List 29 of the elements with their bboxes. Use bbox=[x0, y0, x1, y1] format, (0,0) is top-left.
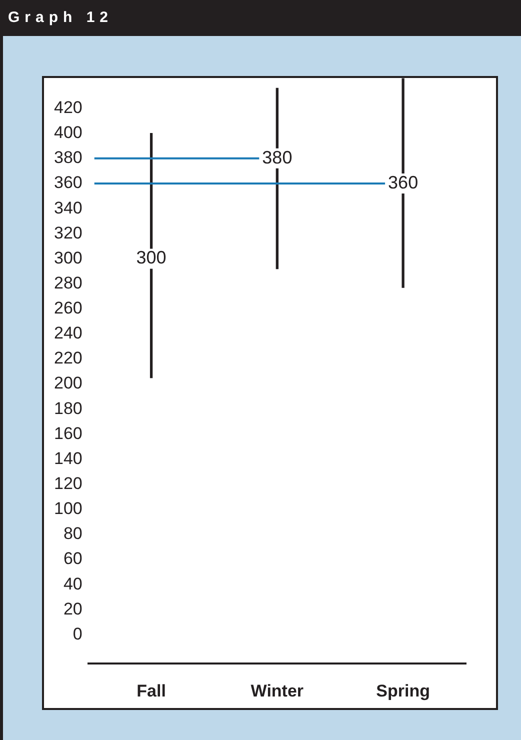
y-tick-label: 20 bbox=[63, 599, 82, 618]
y-tick-label: 260 bbox=[54, 298, 82, 318]
y-tick-label: 280 bbox=[54, 273, 82, 292]
y-tick-label: 380 bbox=[54, 148, 82, 168]
y-tick-label: 240 bbox=[54, 324, 82, 343]
y-tick-label: 160 bbox=[54, 424, 82, 443]
annotation: 380 bbox=[262, 147, 292, 168]
annotation: 300 bbox=[136, 248, 166, 268]
chart-title: Graph 12 bbox=[0, 0, 521, 36]
y-tick-label: 80 bbox=[63, 524, 82, 544]
y-tick-label: 340 bbox=[54, 198, 82, 218]
y-tick-label: 180 bbox=[54, 398, 82, 418]
annotation: 360 bbox=[388, 172, 418, 192]
y-tick-label: 200 bbox=[54, 374, 82, 393]
x-tick-label: Fall bbox=[136, 681, 166, 700]
y-tick-label: 320 bbox=[54, 223, 82, 242]
y-tick-label: 120 bbox=[54, 474, 82, 494]
y-tick-label: 220 bbox=[54, 348, 82, 368]
y-tick-label: 300 bbox=[54, 248, 82, 268]
y-tick-label: 40 bbox=[63, 574, 82, 594]
y-tick-label: 60 bbox=[63, 549, 82, 568]
y-tick-label: 100 bbox=[54, 499, 82, 518]
y-tick-label: 140 bbox=[54, 448, 82, 468]
x-tick-label: Winter bbox=[250, 681, 304, 700]
x-tick-label: Spring bbox=[376, 681, 430, 700]
y-tick-label: 420 bbox=[54, 98, 82, 117]
y-tick-label: 360 bbox=[54, 173, 82, 192]
y-tick-label: 400 bbox=[54, 123, 82, 142]
y-tick-label: 0 bbox=[72, 624, 82, 644]
